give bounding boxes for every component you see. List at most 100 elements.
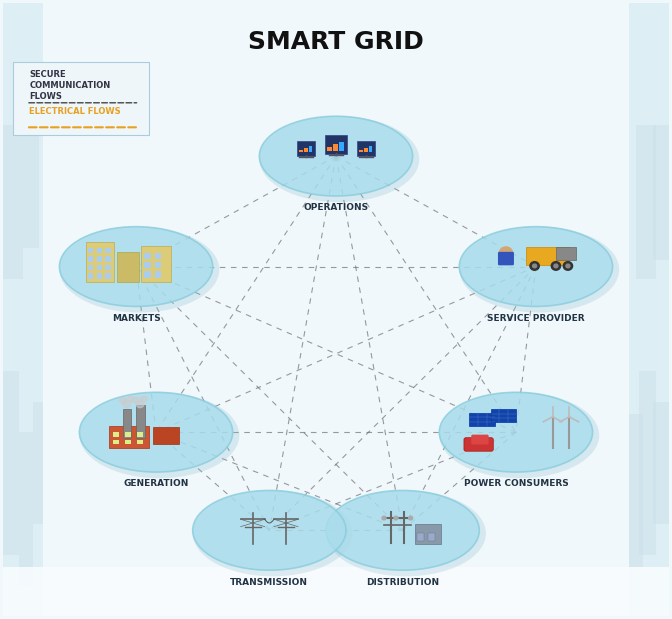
- Circle shape: [533, 264, 537, 268]
- FancyBboxPatch shape: [86, 242, 114, 282]
- Ellipse shape: [459, 227, 613, 306]
- FancyBboxPatch shape: [13, 63, 149, 135]
- Text: POWER CONSUMERS: POWER CONSUMERS: [464, 480, 569, 488]
- FancyBboxPatch shape: [297, 141, 315, 155]
- Text: DISTRIBUTION: DISTRIBUTION: [366, 578, 439, 587]
- FancyBboxPatch shape: [491, 409, 516, 422]
- FancyBboxPatch shape: [3, 126, 23, 279]
- Ellipse shape: [439, 392, 593, 472]
- FancyBboxPatch shape: [333, 144, 338, 150]
- FancyBboxPatch shape: [136, 432, 143, 437]
- FancyBboxPatch shape: [304, 148, 308, 152]
- FancyBboxPatch shape: [88, 274, 93, 279]
- FancyBboxPatch shape: [125, 432, 132, 437]
- FancyBboxPatch shape: [653, 126, 669, 261]
- Circle shape: [394, 516, 398, 520]
- FancyBboxPatch shape: [136, 439, 143, 444]
- FancyBboxPatch shape: [415, 524, 442, 544]
- Text: GENERATION: GENERATION: [124, 480, 189, 488]
- Ellipse shape: [79, 392, 233, 472]
- FancyBboxPatch shape: [339, 142, 344, 150]
- Ellipse shape: [193, 490, 353, 576]
- Ellipse shape: [326, 490, 486, 576]
- FancyBboxPatch shape: [327, 147, 332, 150]
- Circle shape: [128, 396, 134, 402]
- FancyBboxPatch shape: [464, 438, 493, 451]
- FancyBboxPatch shape: [97, 274, 102, 279]
- Text: OPERATIONS: OPERATIONS: [304, 204, 368, 212]
- FancyBboxPatch shape: [3, 567, 669, 617]
- Text: SECURE
COMMUNICATION
FLOWS: SECURE COMMUNICATION FLOWS: [30, 71, 111, 102]
- FancyBboxPatch shape: [106, 265, 111, 271]
- Circle shape: [382, 516, 386, 520]
- Ellipse shape: [259, 116, 413, 196]
- Ellipse shape: [459, 227, 619, 313]
- Circle shape: [563, 262, 573, 271]
- FancyBboxPatch shape: [33, 402, 43, 524]
- Text: SERVICE PROVIDER: SERVICE PROVIDER: [487, 314, 585, 322]
- FancyBboxPatch shape: [113, 432, 120, 437]
- Ellipse shape: [59, 227, 219, 313]
- Text: TRANSMISSION: TRANSMISSION: [230, 578, 308, 587]
- Circle shape: [140, 396, 147, 402]
- Circle shape: [136, 400, 144, 408]
- Circle shape: [566, 264, 570, 268]
- FancyBboxPatch shape: [123, 409, 132, 438]
- Text: ELECTRICAL FLOWS: ELECTRICAL FLOWS: [30, 107, 121, 116]
- FancyBboxPatch shape: [308, 146, 312, 152]
- FancyBboxPatch shape: [653, 402, 669, 524]
- FancyBboxPatch shape: [3, 2, 43, 617]
- FancyBboxPatch shape: [110, 426, 149, 448]
- FancyBboxPatch shape: [360, 150, 363, 152]
- FancyBboxPatch shape: [136, 405, 144, 438]
- Circle shape: [120, 397, 126, 404]
- FancyBboxPatch shape: [155, 262, 161, 269]
- FancyBboxPatch shape: [417, 533, 424, 542]
- Circle shape: [551, 262, 560, 271]
- FancyBboxPatch shape: [23, 126, 40, 248]
- FancyBboxPatch shape: [106, 248, 111, 253]
- Text: SMART GRID: SMART GRID: [248, 30, 424, 54]
- Circle shape: [409, 516, 413, 520]
- FancyBboxPatch shape: [144, 272, 151, 277]
- FancyBboxPatch shape: [325, 136, 347, 154]
- Circle shape: [554, 264, 558, 268]
- Ellipse shape: [259, 116, 419, 202]
- FancyBboxPatch shape: [141, 246, 171, 282]
- FancyBboxPatch shape: [469, 412, 495, 426]
- FancyBboxPatch shape: [3, 371, 19, 555]
- FancyBboxPatch shape: [357, 141, 375, 155]
- FancyBboxPatch shape: [155, 253, 161, 259]
- FancyBboxPatch shape: [97, 248, 102, 253]
- FancyBboxPatch shape: [299, 150, 303, 152]
- FancyBboxPatch shape: [125, 439, 132, 444]
- Circle shape: [530, 262, 539, 271]
- FancyBboxPatch shape: [526, 247, 569, 266]
- FancyBboxPatch shape: [155, 272, 161, 277]
- FancyBboxPatch shape: [113, 439, 120, 444]
- Circle shape: [133, 397, 139, 404]
- FancyBboxPatch shape: [364, 148, 368, 152]
- Ellipse shape: [59, 227, 213, 306]
- FancyBboxPatch shape: [106, 274, 111, 279]
- Ellipse shape: [193, 490, 346, 570]
- FancyBboxPatch shape: [639, 371, 656, 555]
- FancyBboxPatch shape: [471, 435, 489, 444]
- Ellipse shape: [439, 392, 599, 478]
- FancyBboxPatch shape: [118, 253, 138, 282]
- FancyBboxPatch shape: [629, 2, 669, 617]
- Ellipse shape: [79, 392, 239, 478]
- FancyBboxPatch shape: [556, 247, 576, 261]
- FancyBboxPatch shape: [636, 126, 656, 279]
- Ellipse shape: [326, 490, 479, 570]
- FancyBboxPatch shape: [629, 413, 642, 567]
- Circle shape: [499, 247, 513, 259]
- FancyBboxPatch shape: [88, 256, 93, 262]
- FancyBboxPatch shape: [428, 533, 435, 542]
- FancyBboxPatch shape: [144, 262, 151, 269]
- FancyBboxPatch shape: [19, 432, 33, 586]
- FancyBboxPatch shape: [369, 146, 372, 152]
- FancyBboxPatch shape: [498, 252, 514, 266]
- FancyBboxPatch shape: [106, 256, 111, 262]
- FancyBboxPatch shape: [153, 427, 179, 444]
